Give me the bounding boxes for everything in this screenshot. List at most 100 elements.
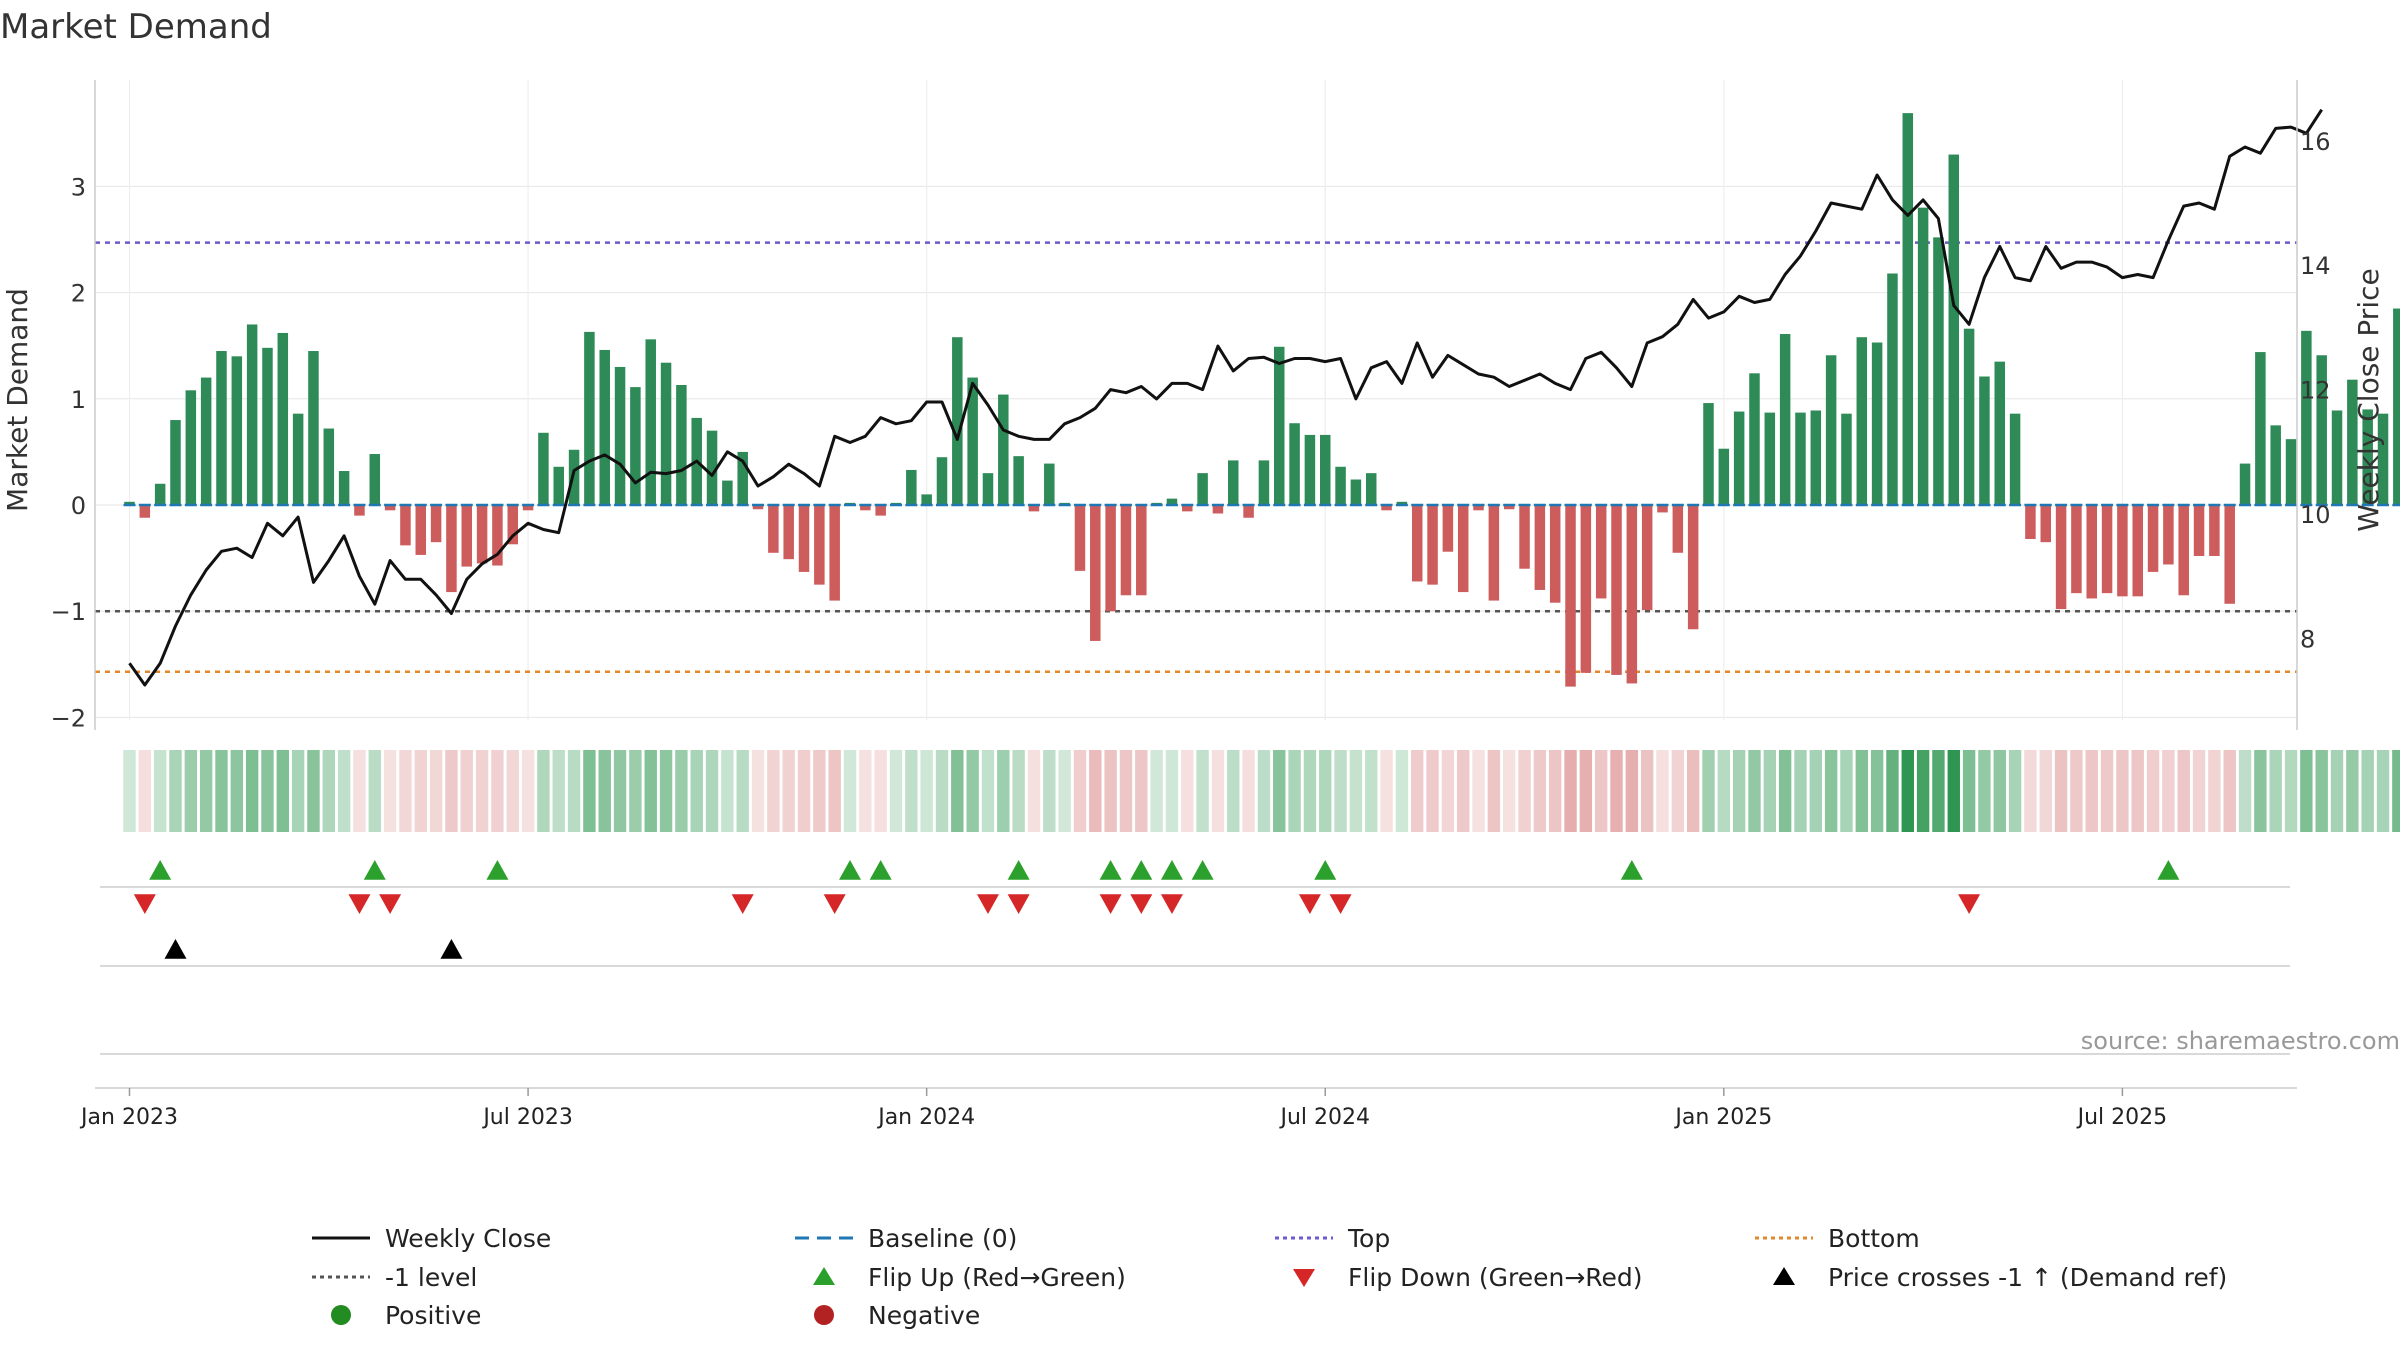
x-tick-label: Jul 2024: [1278, 1105, 1370, 1130]
demand-bar: [338, 471, 350, 505]
demand-bar: [599, 349, 610, 505]
heat-cell: [1548, 750, 1562, 832]
heat-cell: [2192, 750, 2206, 832]
demand-bar: [1488, 505, 1500, 601]
demand-bar: [2040, 505, 2051, 543]
demand-bar: [1274, 346, 1285, 505]
demand-bar: [1427, 505, 1438, 585]
demand-bar: [1948, 154, 1960, 506]
demand-bar: [1335, 466, 1346, 505]
heat-cell: [690, 750, 703, 832]
heat-cell: [2300, 750, 2313, 832]
weekly-close-line: [128, 108, 2323, 687]
legend-item-flip-up-red-green: Flip Up (Red→Green): [813, 1263, 1126, 1292]
heat-cell: [920, 750, 933, 832]
demand-bar: [1626, 505, 1638, 684]
demand-bar: [2331, 410, 2343, 505]
demand-bar: [2132, 505, 2143, 597]
demand-bar: [400, 505, 411, 546]
heat-cell: [1257, 750, 1271, 832]
heat-cell: [1472, 750, 1485, 832]
heat-cell: [2100, 750, 2114, 832]
demand-bar: [1090, 505, 1101, 641]
demand-bar: [231, 356, 243, 505]
demand-bar: [461, 505, 473, 567]
legend-label: Flip Down (Green→Red): [1348, 1263, 1643, 1292]
heat-cell: [307, 750, 320, 832]
demand-bar: [630, 387, 641, 505]
heat-cell: [828, 750, 841, 832]
y-tick-label: 0: [71, 492, 86, 520]
heat-cell: [629, 750, 642, 832]
legend-label: Baseline (0): [868, 1224, 1017, 1253]
demand-bar: [1304, 434, 1316, 505]
flip-up-marker: [486, 860, 509, 880]
demand-bar: [507, 505, 518, 545]
demand-bar: [185, 390, 197, 505]
heat-cell: [2146, 750, 2160, 832]
demand-bar: [906, 469, 917, 505]
heat-cell: [215, 750, 228, 832]
heat-cell: [169, 750, 182, 832]
heat-cell: [767, 750, 780, 832]
heat-cell: [1211, 750, 1225, 832]
heat-cell: [2131, 750, 2144, 832]
demand-bar: [814, 505, 825, 585]
heat-cell: [1686, 750, 1700, 832]
heat-cell: [1288, 750, 1301, 832]
demand-bar: [1733, 411, 1745, 505]
legend-swatch: [813, 1267, 835, 1285]
demand-bar: [1074, 505, 1086, 571]
y-axis-left-label: Market Demand: [1, 288, 34, 512]
chart-title: Market Demand: [0, 7, 272, 47]
legend-label: -1 level: [385, 1263, 477, 1292]
demand-bar: [2025, 505, 2036, 539]
demand-bar: [584, 331, 595, 505]
demand-bar: [1457, 505, 1469, 593]
heat-cell: [2238, 750, 2252, 832]
heat-cell: [1916, 750, 1930, 832]
heat-cell: [644, 750, 657, 832]
demand-bar: [1703, 403, 1714, 505]
demand-bar: [1595, 505, 1607, 599]
heat-cell: [337, 750, 351, 832]
flip-up-marker: [2157, 860, 2180, 880]
legend-item-weekly-close: Weekly Close: [312, 1224, 551, 1253]
flip-up-marker: [839, 860, 862, 880]
demand-bar: [768, 505, 779, 553]
heat-cell: [843, 750, 857, 832]
heat-cell: [1441, 750, 1455, 832]
demand-bar: [875, 505, 886, 516]
heat-cell: [567, 750, 581, 832]
demand-bar: [2209, 505, 2220, 556]
heat-cell: [1625, 750, 1639, 832]
demand-bar: [430, 505, 442, 543]
demand-bar: [1887, 273, 1898, 505]
heat-cell: [1487, 750, 1501, 832]
heat-cell: [368, 750, 381, 832]
reference-lines: [95, 241, 2297, 673]
demand-bar: [1534, 505, 1546, 590]
heat-cell: [1395, 750, 1409, 832]
demand-bar: [1611, 505, 1622, 675]
heat-cell: [997, 750, 1010, 832]
heat-cell: [2162, 750, 2175, 832]
x-tick-label: Jul 2023: [481, 1105, 573, 1130]
flip-down-marker: [1130, 894, 1153, 914]
demand-bar: [323, 428, 335, 505]
demand-bar: [415, 505, 427, 555]
legend-item-positive: Positive: [331, 1301, 481, 1330]
legend-label: Weekly Close: [385, 1224, 551, 1253]
heat-cell: [1165, 750, 1179, 832]
heat-cell: [1181, 750, 1194, 832]
demand-bars: [124, 113, 2400, 687]
flip-up-marker: [1099, 860, 1122, 880]
heat-cell: [184, 750, 198, 832]
demand-bar: [1565, 505, 1576, 687]
legend-label: Price crosses -1 ↑ (Demand ref): [1828, 1263, 2227, 1292]
heat-cell: [1763, 750, 1777, 832]
demand-bar: [1258, 460, 1270, 505]
demand-bar: [1994, 361, 2006, 505]
heat-cell: [1732, 750, 1746, 832]
heat-cell: [2024, 750, 2037, 832]
